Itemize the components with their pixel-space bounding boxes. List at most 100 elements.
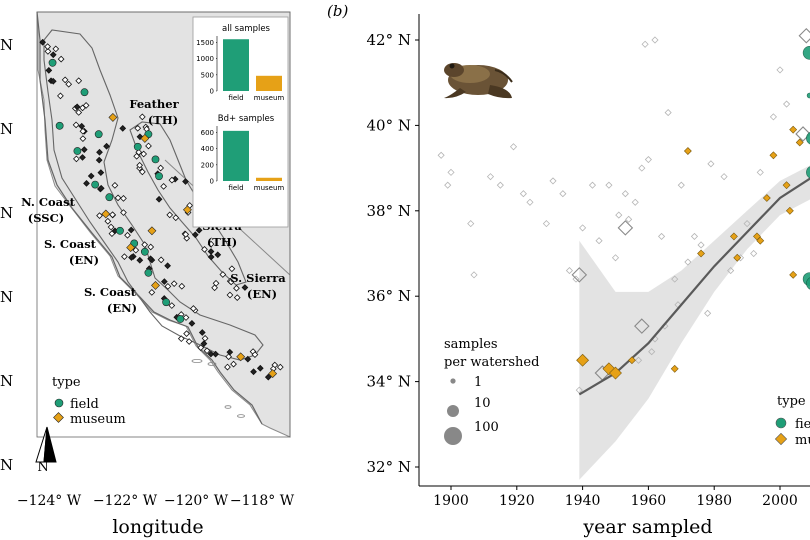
y-tick-label: N: [0, 288, 13, 306]
gray-sample-point: [571, 267, 588, 283]
gray-sample-point: [549, 177, 557, 185]
y-tick-label: 32° N: [367, 458, 411, 476]
type-legend-title: type: [777, 394, 806, 409]
museum-point: [609, 366, 622, 380]
legend-museum-swatch: [53, 412, 64, 423]
inset-title: all samples: [222, 24, 271, 34]
x-tick-label: 1980: [696, 493, 732, 509]
map-sample-marker: [79, 154, 86, 161]
map-field-point: [48, 58, 57, 67]
gray-sample-point: [615, 211, 623, 219]
y-tick-label: 42° N: [367, 31, 411, 49]
north-label: N: [37, 460, 48, 475]
map-sample-marker: [183, 330, 190, 338]
size-legend-swatch: [450, 378, 456, 384]
type-legend-label: museum: [795, 433, 810, 448]
type-legend-museum-swatch: [774, 432, 788, 446]
map-museum-point: [140, 133, 150, 143]
museum-point: [795, 138, 804, 147]
coast-range-outline: [43, 29, 264, 361]
map-sample-marker: [109, 211, 116, 219]
gray-sample-point: [707, 160, 715, 168]
field-point: [806, 166, 810, 179]
map-museum-point: [147, 226, 157, 236]
museum-point: [756, 236, 765, 245]
gray-sample-point: [638, 164, 646, 172]
inset-y-tick-label: 1500: [196, 39, 214, 47]
map-sample-marker: [185, 338, 193, 345]
map-frame: [36, 11, 291, 438]
time-panel: (b) 42° N 40° N 38° N 36° N 34° N 32° N 1900 19…: [327, 2, 810, 538]
type-legend-label: field: [795, 417, 810, 432]
map-sample-marker: [141, 241, 149, 249]
gray-sample-point: [776, 66, 784, 74]
inset-y-tick-label: 400: [201, 145, 214, 153]
channel-island: [237, 414, 245, 418]
map-sample-marker: [120, 209, 127, 216]
museum-point: [628, 356, 636, 365]
map-museum-point: [236, 352, 246, 362]
map-field-point: [73, 147, 82, 155]
map-sample-marker: [157, 164, 165, 172]
sierra-outline: [129, 121, 247, 286]
map-sample-marker: [108, 230, 116, 238]
map-sample-marker: [61, 76, 69, 84]
museum-point: [782, 181, 791, 190]
x-axis-title: longitude: [112, 516, 203, 538]
x-axis-title: year sampled: [582, 516, 712, 538]
region-label: (EN): [107, 301, 137, 315]
map-sample-marker: [197, 344, 205, 351]
map-field-point: [140, 247, 149, 256]
x-tick-label: 1960: [631, 493, 667, 509]
map-sample-marker: [264, 373, 272, 381]
gray-sample-point: [756, 168, 764, 176]
map-sample-marker: [79, 135, 87, 142]
map-sample-marker: [136, 161, 144, 169]
map-field-point: [55, 121, 64, 130]
legend-title: type: [52, 375, 81, 390]
inset-x-tick-label: museum: [254, 94, 285, 102]
gray-sample-point: [617, 220, 634, 236]
map-sample-marker: [44, 48, 52, 55]
map-sample-marker: [198, 329, 206, 336]
gray-sample-point: [509, 143, 518, 151]
gray-sample-point: [595, 237, 603, 245]
museum-point: [785, 206, 794, 215]
gray-sample-point: [795, 126, 810, 142]
map-sample-marker: [103, 142, 110, 150]
gray-sample-point: [542, 220, 550, 228]
gray-sample-point: [496, 181, 504, 189]
map-sample-marker: [182, 314, 190, 321]
map-sample-marker: [78, 122, 86, 130]
gray-sample-point: [625, 215, 633, 223]
x-tick-label: 2000: [762, 493, 798, 509]
region-label: S. Coast: [84, 285, 137, 299]
gray-sample-point: [671, 275, 679, 283]
map-museum-markers: [101, 112, 278, 379]
gray-sample-point: [579, 224, 587, 232]
map-sample-marker: [83, 179, 90, 187]
museum-point: [670, 364, 679, 373]
region-label: (TH): [207, 235, 237, 249]
map-sample-marker: [182, 178, 189, 185]
confidence-ribbon: [579, 165, 810, 480]
frog-illustration-icon: [444, 63, 513, 99]
map-sample-marker: [201, 334, 209, 342]
inset-y-tick-label: 600: [201, 129, 214, 137]
size-legend-label: 10: [474, 396, 491, 411]
gray-sample-point: [605, 181, 613, 189]
map-sample-marker: [160, 183, 167, 190]
map-sample-marker: [195, 226, 203, 234]
map-sample-marker: [87, 172, 95, 180]
map-museum-point: [108, 112, 118, 122]
map-sample-marker: [226, 291, 234, 299]
region-label: (SSC): [28, 211, 64, 225]
map-sample-marker: [182, 231, 190, 238]
inset-y-tick-label: 1000: [196, 55, 214, 63]
map-field-point: [162, 298, 171, 307]
map-sample-marker: [276, 363, 284, 371]
map-museum-point: [126, 243, 136, 253]
gray-sample-point: [720, 173, 728, 181]
map-sample-marker: [119, 125, 127, 132]
